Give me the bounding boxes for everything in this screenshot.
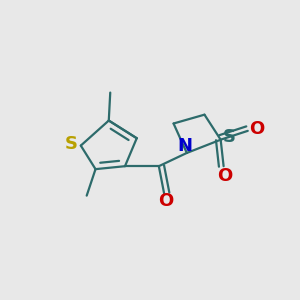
Text: O: O (158, 192, 173, 210)
Text: O: O (249, 119, 264, 137)
Text: N: N (178, 137, 193, 155)
Text: S: S (65, 135, 78, 153)
Text: O: O (218, 167, 233, 184)
Text: S: S (223, 128, 236, 146)
